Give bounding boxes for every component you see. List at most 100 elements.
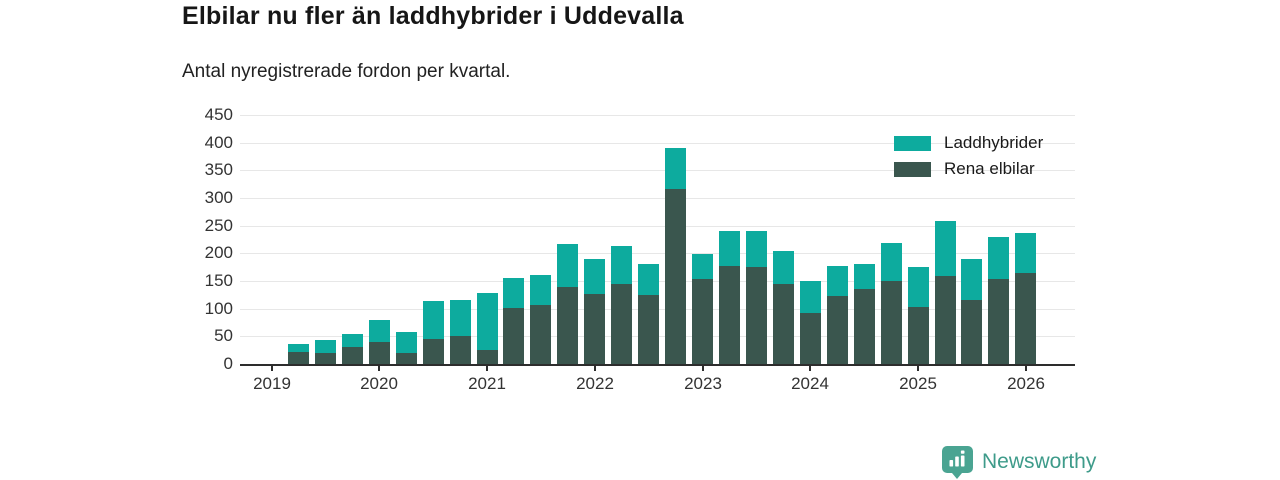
bar-segment-rena-elbilar (800, 313, 821, 364)
bar-segment-laddhybrider (746, 231, 767, 267)
bar-segment-laddhybrider (827, 266, 848, 296)
legend-label: Rena elbilar (944, 159, 1035, 178)
bar-segment-rena-elbilar (827, 296, 848, 364)
bar-segment-rena-elbilar (369, 342, 390, 364)
bar-segment-laddhybrider (288, 344, 309, 352)
bar-segment-rena-elbilar (638, 295, 659, 364)
bar-segment-laddhybrider (503, 278, 524, 308)
bar-segment-rena-elbilar (584, 294, 605, 364)
bar-segment-rena-elbilar (557, 287, 578, 364)
bar-segment-laddhybrider (773, 251, 794, 284)
y-axis-tick-label: 100 (204, 299, 233, 318)
bar-segment-laddhybrider (935, 221, 956, 276)
x-axis-tick-label: 2021 (468, 374, 506, 393)
bar-segment-laddhybrider (369, 320, 390, 342)
bar-segment-rena-elbilar (423, 339, 444, 364)
bar-segment-laddhybrider (342, 334, 363, 347)
bar-segment-laddhybrider (584, 259, 605, 294)
bar-segment-rena-elbilar (854, 289, 875, 364)
newsworthy-icon (941, 445, 974, 479)
x-axis-tick-label: 2025 (899, 374, 937, 393)
y-axis-tick-label: 50 (214, 326, 233, 345)
bar-segment-rena-elbilar (477, 350, 498, 364)
y-axis-tick-label: 250 (204, 216, 233, 235)
bar-segment-rena-elbilar (961, 300, 982, 364)
bar-segment-laddhybrider (908, 267, 929, 307)
bar-segment-laddhybrider (396, 332, 417, 353)
bar-segment-rena-elbilar (1015, 273, 1036, 364)
bar-segment-rena-elbilar (288, 352, 309, 364)
x-axis-tick-label: 2020 (360, 374, 398, 393)
x-axis-line (240, 364, 1075, 366)
bar-segment-laddhybrider (719, 231, 740, 266)
bar-segment-rena-elbilar (396, 353, 417, 364)
y-gridline (240, 143, 1075, 144)
x-axis-tick (1025, 366, 1027, 371)
x-axis-tick (271, 366, 273, 371)
chart-legend: Laddhybrider Rena elbilar (894, 130, 1043, 182)
chart-subtitle: Antal nyregistrerade fordon per kvartal. (182, 61, 511, 82)
bar-segment-rena-elbilar (450, 336, 471, 364)
bar-segment-rena-elbilar (342, 347, 363, 364)
bar-segment-rena-elbilar (908, 307, 929, 364)
bar-segment-laddhybrider (638, 264, 659, 295)
x-axis-tick (809, 366, 811, 371)
x-axis-tick-label: 2023 (684, 374, 722, 393)
y-axis-tick-label: 350 (204, 160, 233, 179)
x-axis-tick (594, 366, 596, 371)
bar-segment-laddhybrider (423, 301, 444, 339)
bar-segment-rena-elbilar (665, 189, 686, 364)
newsworthy-wordmark: Newsworthy (982, 450, 1097, 473)
bar-segment-laddhybrider (477, 293, 498, 350)
x-axis-tick-label: 2026 (1007, 374, 1045, 393)
bar-segment-rena-elbilar (773, 284, 794, 364)
legend-item-rena-elbilar: Rena elbilar (894, 156, 1043, 182)
y-gridline (240, 253, 1075, 254)
y-gridline (240, 115, 1075, 116)
newsworthy-logo-link[interactable]: Newsworthy (941, 445, 1096, 479)
bar-segment-rena-elbilar (611, 284, 632, 364)
y-axis-tick-label: 0 (223, 354, 233, 373)
bar-segment-laddhybrider (881, 243, 902, 281)
bar-segment-laddhybrider (961, 259, 982, 300)
bar-segment-rena-elbilar (719, 266, 740, 364)
y-gridline (240, 198, 1075, 199)
y-axis-tick-label: 450 (204, 105, 233, 124)
bar-segment-laddhybrider (315, 340, 336, 353)
y-axis-tick-label: 150 (204, 271, 233, 290)
bar-segment-laddhybrider (854, 264, 875, 289)
bar-segment-laddhybrider (450, 300, 471, 336)
legend-label: Laddhybrider (944, 133, 1044, 152)
y-gridline (240, 170, 1075, 171)
y-gridline (240, 226, 1075, 227)
bar-segment-rena-elbilar (988, 279, 1009, 364)
bar-segment-rena-elbilar (315, 353, 336, 364)
x-axis-tick (486, 366, 488, 371)
bar-segment-rena-elbilar (503, 308, 524, 364)
bar-segment-rena-elbilar (935, 276, 956, 364)
bar-segment-laddhybrider (988, 237, 1009, 279)
x-axis-tick (378, 366, 380, 371)
x-axis-tick (917, 366, 919, 371)
bar-segment-laddhybrider (557, 244, 578, 287)
bar-segment-laddhybrider (530, 275, 551, 305)
x-axis-tick-label: 2019 (253, 374, 291, 393)
bar-segment-laddhybrider (611, 246, 632, 284)
x-axis-tick-label: 2024 (791, 374, 829, 393)
bar-segment-rena-elbilar (692, 279, 713, 364)
bar-segment-laddhybrider (800, 281, 821, 313)
x-axis-tick (702, 366, 704, 371)
legend-swatch-laddhybrider (894, 135, 931, 151)
bar-segment-laddhybrider (665, 148, 686, 189)
y-axis-tick-label: 300 (204, 188, 233, 207)
legend-swatch-rena-elbilar (894, 161, 931, 177)
bar-segment-rena-elbilar (530, 305, 551, 364)
bar-segment-laddhybrider (1015, 233, 1036, 273)
bar-segment-rena-elbilar (881, 281, 902, 364)
legend-item-laddhybrider: Laddhybrider (894, 130, 1043, 156)
y-axis-tick-label: 400 (204, 133, 233, 152)
y-axis-tick-label: 200 (204, 243, 233, 262)
bar-segment-laddhybrider (692, 254, 713, 279)
bar-segment-rena-elbilar (746, 267, 767, 364)
